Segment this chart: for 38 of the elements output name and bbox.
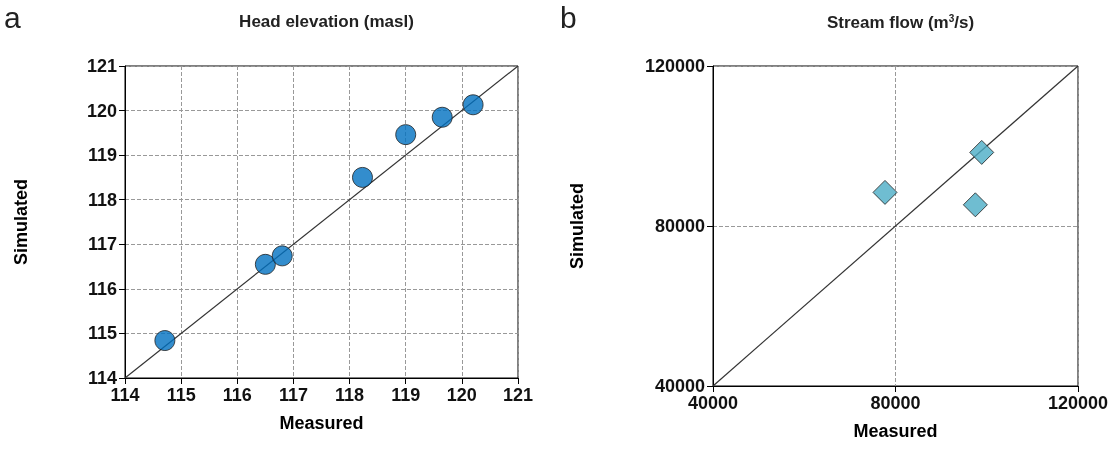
x-tick-label: 117 bbox=[278, 385, 308, 405]
point bbox=[462, 94, 484, 116]
x-tick-label: 121 bbox=[502, 385, 534, 405]
x-tick-label: 40000 bbox=[687, 393, 739, 413]
x-tick-label: 115 bbox=[166, 385, 196, 405]
point bbox=[969, 139, 995, 165]
x-tick-label: 114 bbox=[110, 385, 140, 405]
y-tick-label: 120000 bbox=[644, 56, 705, 76]
y-tick-label: 119 bbox=[87, 145, 117, 166]
y-tick-label: 121 bbox=[86, 56, 117, 76]
point bbox=[395, 124, 417, 146]
text: a bbox=[4, 0, 21, 34]
point bbox=[962, 192, 988, 218]
point bbox=[154, 330, 176, 352]
x-tick-label: 80000 bbox=[870, 393, 921, 413]
point bbox=[271, 245, 293, 267]
point bbox=[431, 106, 453, 128]
y-tick-label: 116 bbox=[87, 278, 117, 299]
x-tick-label: 119 bbox=[391, 385, 421, 405]
y-tick-label: 117 bbox=[87, 234, 117, 255]
x-tick-label: 118 bbox=[335, 385, 365, 405]
y-tick-label: 114 bbox=[87, 368, 117, 388]
x-axis-title: Measured bbox=[279, 413, 364, 433]
point bbox=[872, 179, 898, 205]
chart-title: Head elevation (masl) bbox=[239, 12, 414, 31]
y-axis-title: Simulated bbox=[567, 182, 587, 270]
point bbox=[352, 166, 373, 188]
x-tick-label: 120000 bbox=[1047, 393, 1109, 413]
x-tick-label: 116 bbox=[222, 385, 252, 405]
x-tick-label: 120 bbox=[446, 385, 477, 405]
text: b bbox=[560, 0, 577, 34]
y-tick-label: 115 bbox=[87, 323, 117, 344]
y-tick-label: 80000 bbox=[654, 216, 705, 236]
point bbox=[254, 253, 276, 275]
y-axis-title: Simulated bbox=[11, 178, 31, 266]
y-tick-label: 118 bbox=[87, 189, 117, 210]
y-tick-label: 120 bbox=[86, 100, 117, 121]
x-axis-title: Measured bbox=[853, 421, 938, 441]
